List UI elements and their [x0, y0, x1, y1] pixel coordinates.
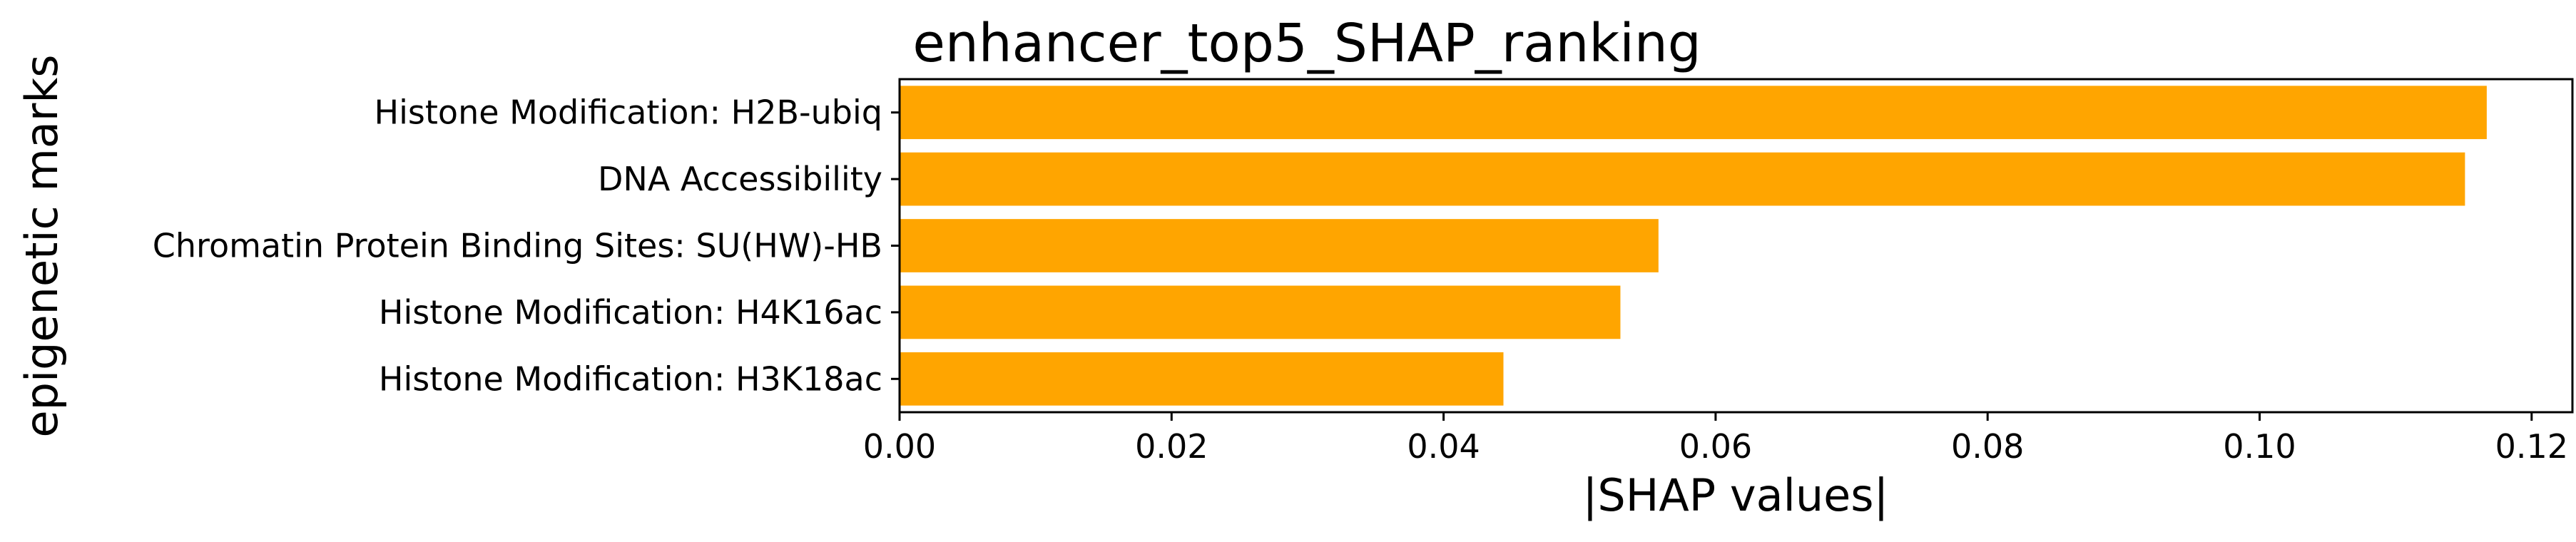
bars-group	[900, 86, 2487, 406]
x-tick-label: 0.02	[1135, 427, 1208, 466]
bar-1	[900, 86, 2487, 140]
y-tick-label: Chromatin Protein Binding Sites: SU(HW)-…	[153, 227, 882, 265]
y-ticks-group: Histone Modification: H2B-ubiq DNA Access…	[153, 93, 900, 398]
y-axis-label: epigenetic marks	[16, 54, 68, 437]
y-tick-label: Histone Modification: H3K18ac	[379, 359, 882, 398]
x-tick-label: 0.08	[1951, 427, 2024, 466]
x-axis-label: |SHAP values|	[1583, 469, 1889, 522]
bar-3	[900, 219, 1659, 272]
plot-frame	[898, 78, 2574, 414]
bar-4	[900, 285, 1621, 339]
y-tick-label: DNA Accessibility	[598, 160, 882, 198]
y-tick-label: Histone Modification: H2B-ubiq	[375, 93, 882, 132]
bar-2	[900, 152, 2465, 206]
x-tick-label: 0.04	[1407, 427, 1480, 466]
x-ticks-group: 0.00 0.02 0.04 0.06 0.08 0.10 0.12	[863, 412, 2568, 466]
y-tick-label: Histone Modification: H4K16ac	[379, 293, 882, 332]
x-tick-label: 0.00	[863, 427, 936, 466]
chart-title: enhancer_top5_SHAP_ranking	[912, 13, 1701, 74]
x-tick-label: 0.06	[1679, 427, 1752, 466]
x-tick-label: 0.12	[2495, 427, 2568, 466]
bar-5	[900, 352, 1504, 406]
x-tick-label: 0.10	[2223, 427, 2296, 466]
